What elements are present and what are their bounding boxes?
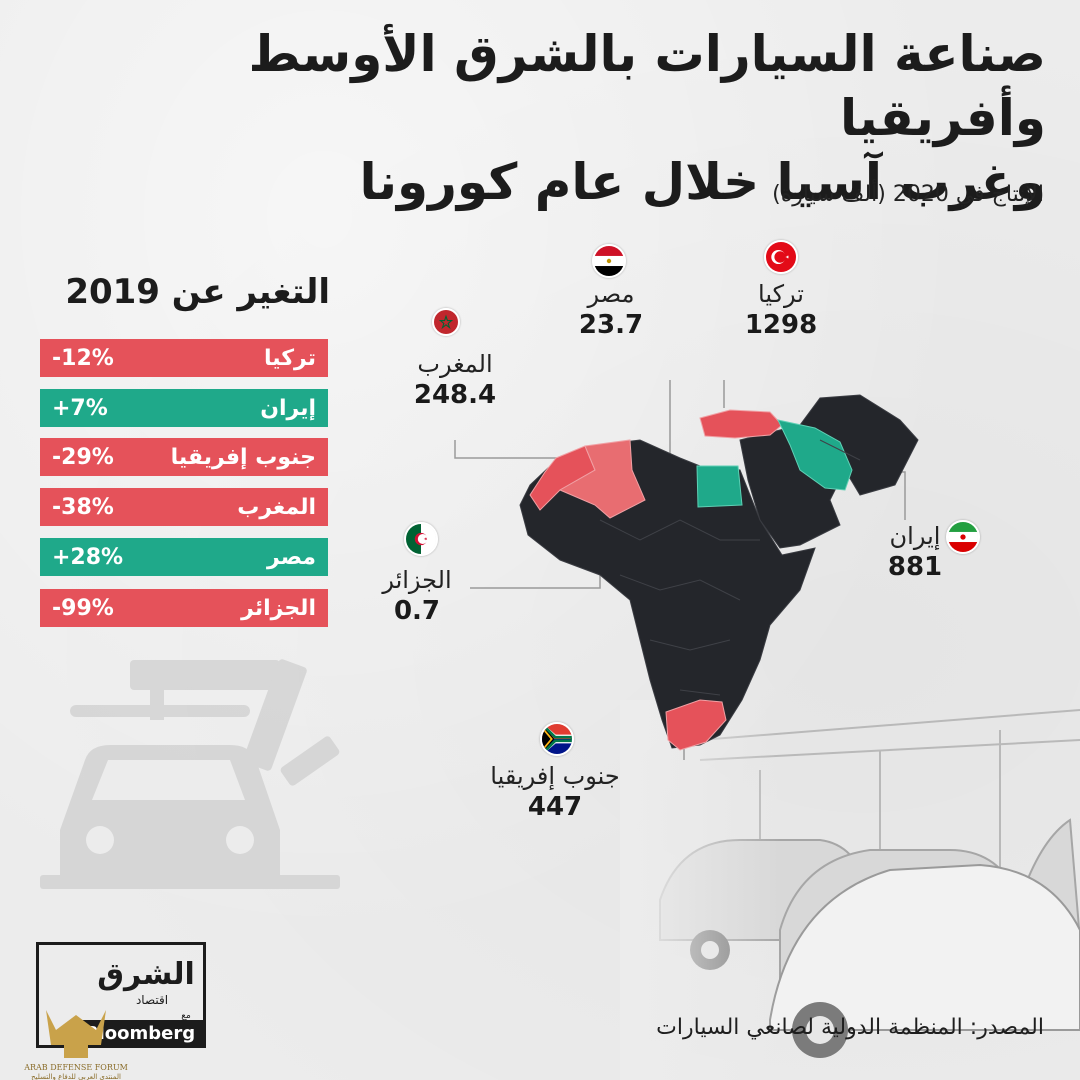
- change-value: +7%: [52, 395, 108, 421]
- iran-flag-icon: [946, 520, 980, 554]
- page-title: صناعة السيارات بالشرق الأوسط وأفريقيا وغ…: [46, 22, 1046, 214]
- egypt-shape: [696, 465, 743, 508]
- factory-photo: [620, 700, 1080, 1080]
- change-value: -12%: [52, 345, 114, 371]
- morocco-leader-line: [454, 440, 568, 459]
- change-country: إيران: [260, 395, 316, 421]
- svg-text:مع: مع: [181, 1011, 191, 1021]
- arab-defense-forum-watermark: ARAB DEFENSE FORUM المنتدى العربي للدفاع…: [23, 1010, 128, 1080]
- svg-text:ARAB DEFENSE FORUM: ARAB DEFENSE FORUM: [23, 1063, 128, 1072]
- south-africa-flag-icon: [540, 722, 574, 756]
- south-africa-shape: [665, 699, 727, 751]
- source-note: المصدر: المنظمة الدولية لصانعي السيارات: [656, 1015, 1044, 1040]
- iran-shape: [777, 419, 853, 491]
- change-row-south-africa: -29% جنوب إفريقيا: [40, 438, 328, 476]
- south-africa-value: 447: [527, 792, 583, 822]
- algeria-flag-icon: [404, 522, 438, 556]
- change-value: -29%: [52, 444, 114, 470]
- algeria-value: 0.7: [393, 596, 441, 626]
- morocco-value: 248.4: [413, 380, 497, 410]
- morocco-name: المغرب: [417, 350, 493, 378]
- change-row-iran: +7% إيران: [40, 389, 328, 427]
- asharq-bloomberg-logo: الشرق اقتصاد مع Bloomberg: [36, 942, 206, 1048]
- subtitle: الإنتاج في 2020 (ألف سيارة): [772, 182, 1044, 207]
- algeria-name: الجزائر: [382, 566, 452, 594]
- change-country: الجزائر: [241, 595, 316, 621]
- algeria-shape: [558, 439, 646, 519]
- svg-text:Bloomberg: Bloomberg: [85, 1023, 195, 1044]
- change-row-morocco: -38% المغرب: [40, 488, 328, 526]
- title-line-2: وغرب آسيا خلال عام كورونا: [359, 153, 1047, 211]
- turkey-name: تركيا: [758, 280, 804, 308]
- iran-label: إيران 881: [880, 522, 950, 582]
- change-value: -99%: [52, 595, 114, 621]
- algeria-label: الجزائر 0.7: [362, 566, 472, 626]
- morocco-label: المغرب 248.4: [400, 350, 510, 410]
- change-country: جنوب إفريقيا: [170, 444, 316, 470]
- change-value: -38%: [52, 494, 114, 520]
- south-africa-leader-line: [683, 740, 685, 760]
- change-country: مصر: [267, 544, 316, 570]
- egypt-name: مصر: [587, 280, 635, 308]
- egypt-label: مصر 23.7: [566, 280, 656, 340]
- turkey-value: 1298: [744, 310, 818, 340]
- change-row-turkey: -12% تركيا: [40, 339, 328, 377]
- turkey-shape: [699, 409, 783, 439]
- change-country: تركيا: [264, 345, 316, 371]
- egypt-value: 23.7: [578, 310, 644, 340]
- iran-value: 881: [887, 552, 943, 582]
- svg-text:المنتدى العربي للدفاع والتسليح: المنتدى العربي للدفاع والتسليح: [31, 1073, 121, 1080]
- egypt-flag-icon: [592, 244, 626, 278]
- iran-name: إيران: [889, 522, 941, 550]
- svg-text:الشرق: الشرق: [97, 957, 195, 992]
- svg-text:اقتصاد: اقتصاد: [136, 993, 168, 1007]
- turkey-flag-icon: [764, 240, 798, 274]
- turkey-label: تركيا 1298: [736, 280, 826, 340]
- change-row-egypt: +28% مصر: [40, 538, 328, 576]
- title-line-1: صناعة السيارات بالشرق الأوسط وأفريقيا: [248, 25, 1046, 147]
- change-value: +28%: [52, 544, 124, 570]
- south-africa-label: جنوب إفريقيا 447: [470, 762, 640, 822]
- africa-middle-east-map: [454, 380, 919, 760]
- car-assembly-icon: [40, 659, 340, 889]
- change-row-algeria: -99% الجزائر: [40, 589, 328, 627]
- morocco-flag-icon: [432, 308, 460, 336]
- change-country: المغرب: [237, 494, 316, 520]
- change-panel-title: التغير عن 2019: [65, 272, 330, 312]
- south-africa-name: جنوب إفريقيا: [490, 762, 620, 790]
